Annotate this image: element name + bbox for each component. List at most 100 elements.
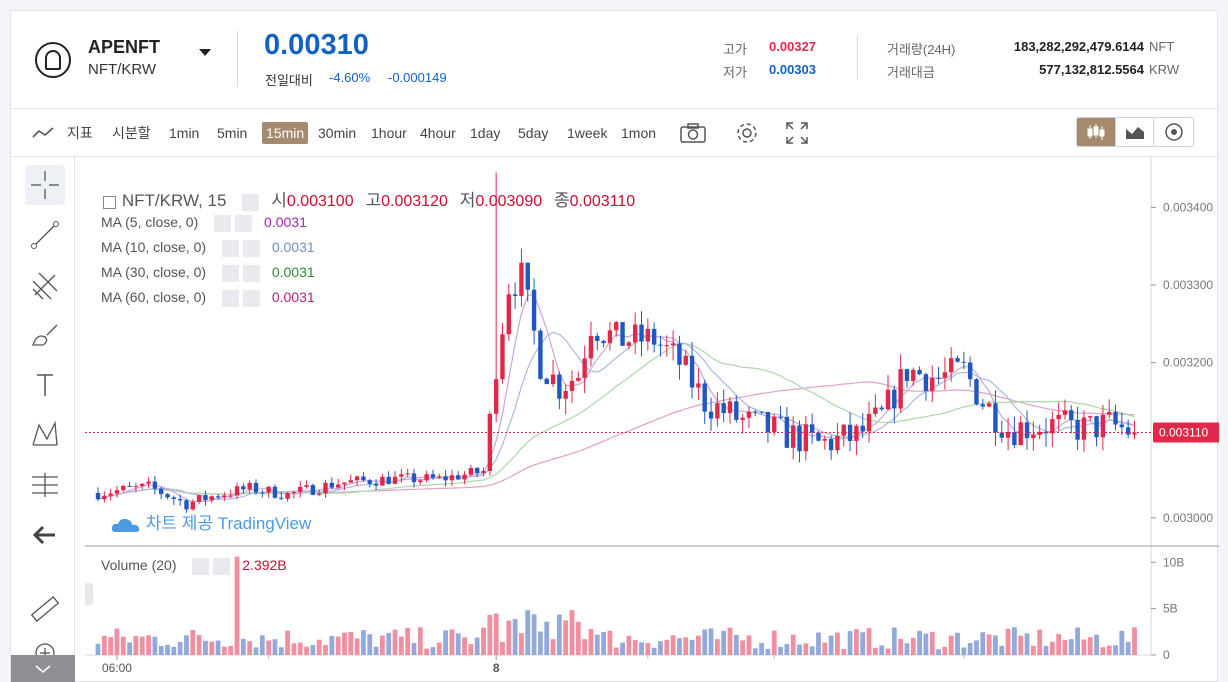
open-label: 시 [271,191,287,210]
interval-30min[interactable]: 30min [318,125,357,141]
collapse-icon[interactable] [103,195,116,209]
interval-1day[interactable]: 1day [470,125,501,141]
crosshair-tool[interactable] [25,165,65,205]
ma60-name: MA (60, close, 0) [101,289,207,305]
candle-body [456,475,461,480]
interval-5min[interactable]: 5min [217,125,248,141]
gear-icon[interactable] [192,557,210,575]
candle-body [399,474,404,477]
pattern-tool[interactable] [25,415,65,455]
volume-bar [664,639,670,655]
candle-body [797,425,802,452]
chart-canvas[interactable]: 0.003400 0.003300 0.003200 0.003000 10B 5B 0 06… [85,157,1221,682]
candle-body [1088,416,1093,418]
coin-name[interactable]: APENFT [88,37,160,57]
ruler-tool[interactable] [25,589,65,629]
fib-tool[interactable] [25,265,65,305]
volume-bar [999,645,1005,655]
volume-bar [316,639,322,655]
volume-bar [1075,627,1080,655]
trade-amount-value: 577,132,812.5564 [1039,62,1144,77]
volume-bar [430,647,436,655]
candle-body [266,486,271,493]
candle-body [1031,434,1036,439]
volume-bar [658,641,663,655]
volume-legend: Volume (20) 2.392B [101,557,287,575]
candle-body [778,416,783,418]
interval-1min[interactable]: 1min [169,125,200,141]
candle-body [493,379,499,414]
coin-style-button[interactable] [1154,118,1193,146]
candle-body [114,490,120,494]
gear-icon[interactable] [214,214,232,232]
brush-tool[interactable] [25,315,65,355]
volume-bar [481,627,486,655]
volume-bar [967,643,973,655]
candle-body [190,501,195,510]
fullscreen-icon[interactable] [783,120,811,146]
close-icon[interactable] [242,289,260,307]
gear-icon[interactable] [221,264,239,282]
candle-body [949,358,954,373]
text-tool[interactable] [25,365,65,405]
close-icon[interactable] [242,264,260,282]
gear-icon[interactable] [221,239,239,257]
interval-15min[interactable]: 15min [262,122,309,144]
volume-bar [1030,645,1036,655]
area-style-button[interactable] [1116,118,1155,146]
close-icon[interactable] [242,239,260,257]
expand-tools-button[interactable] [11,655,75,682]
interval-1mon[interactable]: 1mon [621,125,657,141]
tradingview-logo[interactable]: 차트 제공 TradingView [111,509,311,534]
brush-icon [32,324,58,346]
back-tool[interactable] [25,515,65,555]
candle-body [1005,432,1011,438]
divider [237,31,238,87]
close-icon[interactable] [213,557,231,575]
volume-bar [272,639,278,655]
interval-5day[interactable]: 5day [518,125,549,141]
volume-bar [575,621,581,655]
candle-body [506,294,511,335]
candle-body [380,476,385,486]
gear-icon[interactable] [221,289,239,307]
indicator-icon[interactable] [31,121,57,145]
ma5-legend: MA (5, close, 0) 0.0031 [101,214,307,232]
indicator-button[interactable]: 지표 [67,125,93,141]
volume-bar [835,632,840,655]
candle-style-button[interactable] [1077,118,1116,146]
gear-icon[interactable] [733,120,761,146]
volume-bar [209,641,215,655]
trend-line-tool[interactable] [25,215,65,255]
candle-body [323,482,328,494]
interval-1hour[interactable]: 1hour [371,125,407,141]
candle-body [550,374,556,385]
collapse-tab[interactable] [85,583,93,605]
candle-body [854,425,859,441]
split-view-button[interactable]: 시분할 [112,125,151,141]
volume-bar [544,621,550,655]
text-icon [37,374,53,396]
divider [857,35,858,79]
candle-body [228,495,233,497]
interval-1week[interactable]: 1week [567,125,608,141]
close-icon[interactable] [235,214,253,232]
candle-body [279,497,284,499]
price-tick-label: 0.003200 [1163,356,1213,370]
interval-4hour[interactable]: 4hour [420,125,456,141]
measure-tool[interactable] [25,465,65,505]
price-chart[interactable]: 0.003400 0.003300 0.003200 0.003000 10B 5B 0 06… [85,157,1221,682]
coin-pair[interactable]: NFT/KRW [88,61,157,78]
gear-icon[interactable] [242,193,260,211]
volume-bar [234,556,240,655]
candle-body [1094,416,1099,438]
volume-bar [601,632,606,655]
chevron-down-icon[interactable] [199,49,211,56]
volume-bar [538,631,543,655]
candle-body [462,474,467,480]
candle-body [449,475,455,481]
volume-bar [297,642,303,655]
volume-bar [348,631,354,655]
volume-bar [879,645,885,655]
camera-icon[interactable] [679,120,707,146]
